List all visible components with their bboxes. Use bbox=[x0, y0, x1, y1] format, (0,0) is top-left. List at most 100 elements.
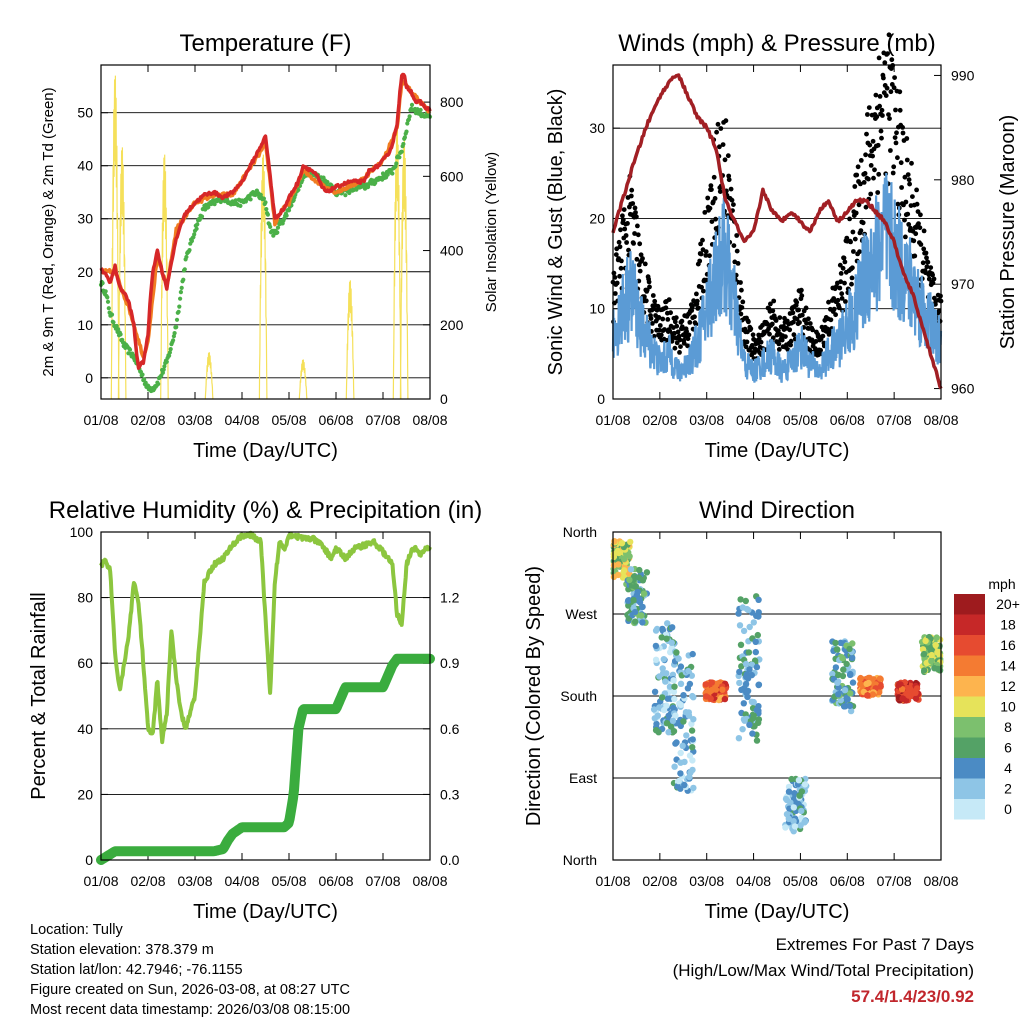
gust-point bbox=[776, 341, 782, 347]
y-right-tick-label: 970 bbox=[951, 276, 975, 292]
x-tick-label: 06/08 bbox=[318, 412, 353, 428]
gust-point bbox=[632, 205, 638, 211]
gust-point bbox=[748, 326, 754, 332]
direction-point bbox=[670, 688, 678, 695]
y-axis-label: Percent & Total Rainfall bbox=[28, 592, 50, 800]
gust-point bbox=[837, 262, 843, 268]
gust-point bbox=[705, 195, 711, 201]
y-right-axis-label: Solar Insolation (Yellow) bbox=[483, 152, 500, 312]
gust-point bbox=[618, 227, 623, 233]
gust-point bbox=[838, 279, 844, 285]
direction-point bbox=[752, 638, 759, 645]
gust-point bbox=[924, 264, 930, 270]
gust-point bbox=[640, 256, 645, 261]
colorbar-swatch bbox=[954, 594, 985, 615]
gust-point bbox=[816, 352, 822, 358]
gust-point bbox=[906, 177, 912, 183]
gust-point bbox=[731, 202, 736, 208]
direction-point bbox=[750, 619, 757, 626]
gust-point bbox=[902, 217, 907, 223]
colorbar-level: 10 bbox=[1000, 699, 1016, 715]
gust-point bbox=[718, 126, 724, 131]
dewpoint-point bbox=[116, 327, 121, 332]
solar-insolation-line bbox=[298, 359, 308, 400]
gust-point bbox=[820, 333, 826, 339]
direction-point bbox=[708, 679, 715, 686]
gust-point bbox=[703, 253, 709, 258]
gust-point bbox=[666, 297, 672, 302]
y-tick-label: 0 bbox=[597, 391, 605, 407]
direction-point bbox=[843, 694, 850, 701]
dewpoint-point bbox=[174, 325, 179, 330]
gust-point bbox=[840, 265, 846, 271]
gust-point bbox=[913, 231, 919, 237]
solar-insolation-line bbox=[110, 75, 120, 400]
dewpoint-point bbox=[161, 367, 166, 372]
direction-point bbox=[746, 623, 753, 631]
direction-point bbox=[652, 642, 660, 650]
gust-point bbox=[684, 329, 689, 334]
direction-point bbox=[652, 656, 660, 663]
gust-point bbox=[652, 298, 658, 304]
x-axis-label: Time (Day/UTC) bbox=[193, 440, 338, 462]
direction-point bbox=[689, 744, 696, 751]
gust-point bbox=[855, 164, 861, 170]
direction-point bbox=[787, 799, 794, 806]
gust-point bbox=[882, 60, 888, 66]
dewpoint-point bbox=[343, 193, 348, 198]
direction-point bbox=[833, 646, 841, 653]
dewpoint-point bbox=[397, 155, 402, 160]
x-tick-label: 03/08 bbox=[177, 873, 212, 889]
gust-point bbox=[679, 318, 685, 324]
colorbar-swatch bbox=[954, 676, 985, 697]
direction-point bbox=[791, 790, 798, 797]
direction-point bbox=[664, 695, 672, 702]
x-tick-label: 07/08 bbox=[877, 873, 912, 889]
gust-point bbox=[725, 153, 731, 159]
gust-point bbox=[694, 298, 700, 304]
gust-point bbox=[918, 242, 924, 247]
direction-point bbox=[666, 683, 674, 690]
direction-point bbox=[735, 610, 742, 617]
x-tick-label: 07/08 bbox=[365, 873, 400, 889]
colorbar-label: mph bbox=[988, 576, 1015, 592]
direction-point bbox=[673, 739, 680, 746]
y-tick-label: 20 bbox=[589, 210, 605, 226]
gust-point bbox=[657, 327, 662, 333]
y-tick-label: 40 bbox=[77, 721, 93, 737]
direction-point bbox=[790, 818, 797, 825]
gust-point bbox=[735, 261, 741, 266]
gust-point bbox=[672, 345, 678, 351]
direction-point bbox=[655, 729, 662, 736]
direction-point bbox=[659, 665, 666, 672]
gust-point bbox=[906, 222, 912, 227]
gust-point bbox=[839, 296, 845, 301]
direction-point bbox=[683, 732, 690, 739]
gust-point bbox=[771, 298, 777, 304]
gust-point bbox=[851, 249, 856, 254]
colorbar-swatch bbox=[954, 778, 985, 799]
gust-point bbox=[794, 299, 800, 305]
gust-point bbox=[791, 319, 796, 325]
direction-point bbox=[834, 679, 841, 686]
gust-point bbox=[876, 171, 882, 177]
gust-point bbox=[790, 310, 796, 316]
direction-point bbox=[931, 665, 938, 672]
direction-point bbox=[702, 681, 709, 688]
direction-point bbox=[742, 660, 750, 668]
dewpoint-point bbox=[275, 225, 281, 230]
dewpoint-point bbox=[194, 226, 199, 231]
direction-point bbox=[839, 655, 846, 662]
gust-point bbox=[862, 171, 868, 176]
gust-point bbox=[907, 181, 912, 187]
dewpoint-point bbox=[162, 364, 167, 369]
gust-point bbox=[895, 155, 900, 161]
gust-point bbox=[638, 252, 644, 258]
y-right-tick-label: 960 bbox=[951, 381, 975, 397]
gust-point bbox=[758, 339, 764, 345]
gust-point bbox=[776, 347, 782, 352]
gust-point bbox=[854, 172, 860, 178]
direction-point bbox=[735, 735, 743, 742]
gust-point bbox=[838, 271, 844, 276]
y-right-tick-label: 990 bbox=[951, 67, 975, 83]
